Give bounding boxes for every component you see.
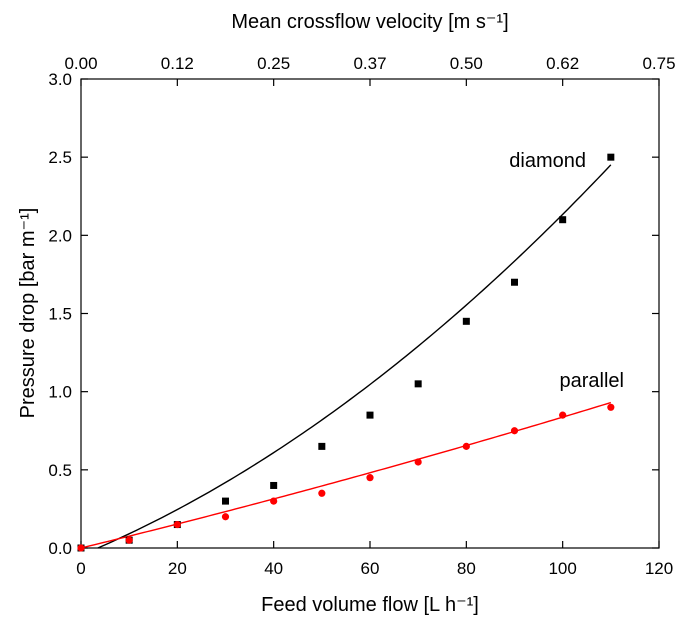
point-parallel (510, 427, 519, 435)
point-parallel (607, 403, 615, 411)
point-diamond (414, 380, 422, 388)
x2-tick-label: 0.50 (450, 54, 483, 73)
point-parallel (462, 442, 470, 450)
y-tick-label: 0.5 (48, 461, 72, 480)
point-parallel (318, 489, 326, 497)
x-tick-label: 80 (457, 559, 476, 578)
x2-tick-label: 0.62 (546, 54, 579, 73)
x-tick-label: 20 (168, 559, 187, 578)
ticks (80, 78, 660, 549)
point-diamond (462, 317, 470, 325)
point-diamond (607, 153, 615, 161)
x2-tick-label: 0.75 (642, 54, 675, 73)
x2-tick-label: 0.37 (353, 54, 386, 73)
x-axis-title: Feed volume flow [L h⁻¹] (261, 594, 479, 616)
point-parallel (221, 513, 230, 521)
point-parallel (270, 497, 278, 505)
y-axis-title: Pressure drop [bar m⁻¹] (17, 208, 39, 419)
point-diamond (318, 442, 326, 450)
data-points (77, 153, 615, 552)
tick-labels: 0 20 40 60 80 100 120 0.00 0.12 0.25 0.37 0.50 0.62 0… (48, 54, 675, 578)
x-tick-label: 100 (548, 559, 576, 578)
point-diamond (366, 411, 374, 419)
x2-axis-title: Mean crossflow velocity [m s⁻¹] (231, 11, 508, 33)
x2-tick-label: 0.00 (64, 54, 97, 73)
y-tick-label: 1.5 (48, 305, 72, 324)
point-parallel (414, 458, 422, 466)
x-tick-label: 40 (264, 559, 283, 578)
y-tick-label: 3.0 (48, 70, 72, 89)
x2-tick-label: 0.25 (257, 54, 290, 73)
point-parallel (559, 411, 567, 419)
x-tick-label: 60 (361, 559, 380, 578)
y-tick-label: 0.0 (48, 539, 72, 558)
point-diamond (511, 278, 518, 286)
point-diamond (270, 481, 278, 489)
fit-curve-parallel (80, 401, 612, 549)
point-diamond (222, 497, 229, 505)
y-tick-label: 2.0 (48, 226, 72, 245)
fit-curve-diamond (97, 164, 612, 549)
fit-curves (80, 164, 612, 549)
point-parallel (125, 536, 133, 544)
point-diamond (559, 216, 567, 224)
y-tick-label: 2.5 (48, 148, 72, 167)
series-label-diamond: diamond (509, 150, 586, 172)
point-parallel (173, 520, 181, 529)
x-tick-label: 0 (76, 559, 85, 578)
y-tick-label: 1.0 (48, 383, 72, 402)
point-parallel (77, 544, 85, 552)
x-tick-label: 120 (645, 559, 673, 578)
x2-tick-label: 0.12 (161, 54, 194, 73)
point-parallel (366, 474, 374, 482)
series-label-parallel: parallel (560, 370, 624, 392)
